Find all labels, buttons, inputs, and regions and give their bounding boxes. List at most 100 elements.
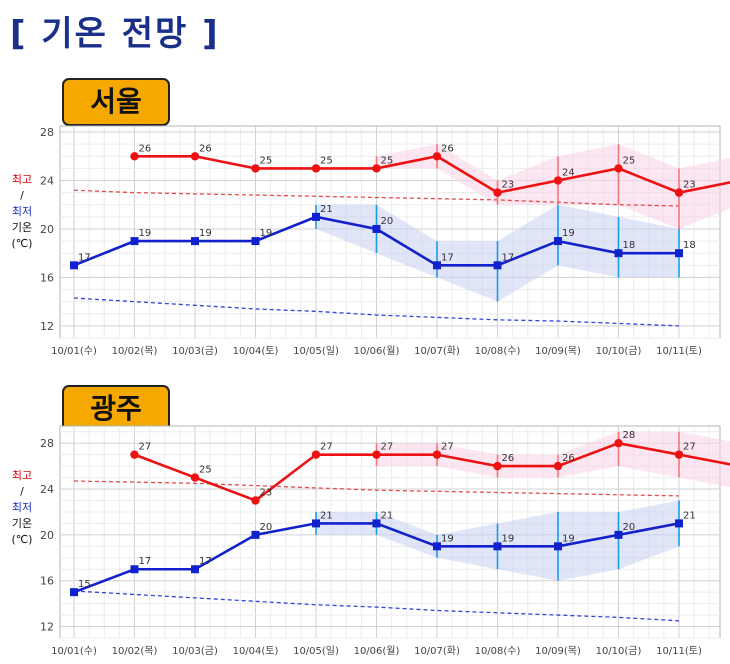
x-tick-label: 10/01(수) — [51, 345, 97, 357]
gwangju-temperature-chart: 12 16 20 24 28 10/01(수) 10/02(목) 10/03(금) 10/04(… — [40, 425, 730, 657]
max-temp-data-label: 25 — [623, 155, 636, 166]
y-tick-label: 24 — [40, 175, 54, 188]
max-temp-data-label: 24 — [562, 168, 575, 179]
min-temp-data-label: 19 — [562, 533, 575, 544]
min-temp-point — [493, 261, 502, 270]
y-axis-label-min: 최저 — [11, 501, 33, 514]
max-temp-point — [674, 188, 684, 197]
page-title: [ 기온 전망 ] — [10, 14, 220, 54]
y-axis-label-1: 최고 / 최저 기온 (℃) — [8, 172, 36, 252]
min-temp-point — [554, 542, 562, 551]
y-tick-label: 20 — [40, 223, 54, 236]
min-temp-point — [130, 565, 139, 574]
x-tick-label: 10/10(금) — [596, 345, 642, 357]
min-temp-point — [614, 249, 623, 258]
max-temp-point — [493, 188, 502, 197]
max-temp-point — [432, 152, 442, 161]
x-tick-label: 10/08(수) — [475, 345, 521, 357]
x-tick-label: 10/05(일) — [293, 645, 339, 657]
max-temp-point — [432, 450, 442, 459]
min-temp-data-label: 21 — [320, 204, 333, 215]
max-temp-point — [311, 450, 321, 459]
min-temp-point — [493, 542, 502, 551]
min-temp-point — [372, 519, 381, 528]
max-temp-data-label: 23 — [683, 180, 696, 191]
y-tick-label: 16 — [40, 271, 54, 284]
y-tick-label: 28 — [40, 126, 54, 139]
min-temp-point — [312, 519, 320, 528]
max-temp-data-label: 23 — [260, 487, 273, 498]
max-temp-data-label: 28 — [623, 430, 636, 441]
x-tick-label: 10/05(일) — [293, 345, 339, 357]
min-temp-data-label: 19 — [199, 228, 212, 239]
max-temp-point — [190, 473, 200, 482]
max-temp-data-label: 25 — [260, 155, 273, 166]
max-temp-point — [493, 461, 502, 471]
max-temp-point — [130, 450, 139, 459]
min-temp-data-label: 17 — [441, 252, 454, 263]
normal-min-line — [73, 297, 680, 327]
min-temp-point — [191, 565, 199, 574]
x-tick-label: 10/03(금) — [172, 645, 218, 657]
max-temp-point — [190, 152, 200, 161]
max-temp-data-label: 27 — [139, 442, 152, 453]
max-temp-data-label: 25 — [199, 465, 212, 476]
min-temp-point — [433, 261, 441, 270]
normal-max-line — [73, 189, 680, 207]
min-temp-data-label: 20 — [260, 522, 273, 533]
region-badge-gwangju: 광주 — [62, 385, 170, 433]
max-temp-data-label: 26 — [562, 453, 575, 464]
y-tick-label: 12 — [40, 621, 54, 634]
x-tick-label: 10/09(목) — [535, 645, 581, 657]
x-tick-label: 10/07(화) — [414, 345, 460, 357]
y-axis-label-2: 최고 / 최저 기온 (℃) — [8, 468, 36, 548]
max-range-band — [376, 144, 730, 229]
max-temp-data-label: 25 — [320, 155, 333, 166]
max-temp-point — [372, 164, 381, 173]
min-temp-data-label: 17 — [199, 556, 212, 567]
max-temp-point — [311, 164, 321, 173]
y-axis-label-temp: 기온 — [11, 221, 33, 234]
y-axis-label-slash: / — [20, 189, 24, 202]
x-tick-label: 10/03(금) — [172, 345, 218, 357]
max-temp-data-label: 27 — [683, 442, 696, 453]
max-temp-data-label: 23 — [502, 180, 515, 191]
y-tick-label: 28 — [40, 437, 54, 450]
normal-min-line — [73, 590, 680, 622]
x-tick-label: 10/08(수) — [475, 645, 521, 657]
max-temp-data-label: 27 — [441, 442, 454, 453]
min-temp-point — [312, 212, 320, 221]
max-temp-point — [130, 152, 139, 161]
min-temp-data-label: 18 — [623, 240, 636, 251]
max-temp-data-label: 27 — [381, 442, 394, 453]
min-temp-data-label: 19 — [139, 228, 152, 239]
min-temp-point — [675, 519, 683, 528]
min-temp-data-label: 19 — [562, 228, 575, 239]
x-tick-label: 10/02(목) — [112, 345, 158, 357]
y-axis-label-min: 최저 — [11, 205, 33, 218]
min-temp-data-label: 20 — [623, 522, 636, 533]
max-temp-point — [251, 496, 260, 505]
min-temp-data-label: 15 — [78, 579, 91, 590]
x-tick-label: 10/11(토) — [656, 346, 702, 357]
x-tick-label: 10/04(토) — [233, 646, 279, 657]
x-tick-label: 10/06(월) — [354, 645, 400, 657]
min-temp-point — [614, 530, 623, 539]
y-axis-label-temp: 기온 — [11, 517, 33, 530]
y-tick-label: 20 — [40, 529, 54, 542]
x-tick-label: 10/09(목) — [535, 345, 581, 357]
max-temp-data-label: 26 — [502, 453, 515, 464]
min-temp-data-label: 18 — [683, 240, 696, 251]
x-tick-label: 10/02(목) — [112, 645, 158, 657]
y-tick-label: 16 — [40, 575, 54, 588]
x-tick-label: 10/04(토) — [233, 346, 279, 357]
min-temp-point — [675, 249, 683, 258]
min-temp-data-label: 21 — [381, 510, 394, 521]
x-tick-label: 10/06(월) — [354, 345, 400, 357]
y-axis-label-max: 최고 — [11, 173, 33, 186]
y-axis-label-unit: (℃) — [11, 237, 33, 250]
y-axis-label-unit: (℃) — [11, 533, 33, 546]
max-temp-point — [674, 450, 684, 459]
max-temp-point — [372, 450, 381, 459]
min-temp-point — [372, 224, 381, 233]
